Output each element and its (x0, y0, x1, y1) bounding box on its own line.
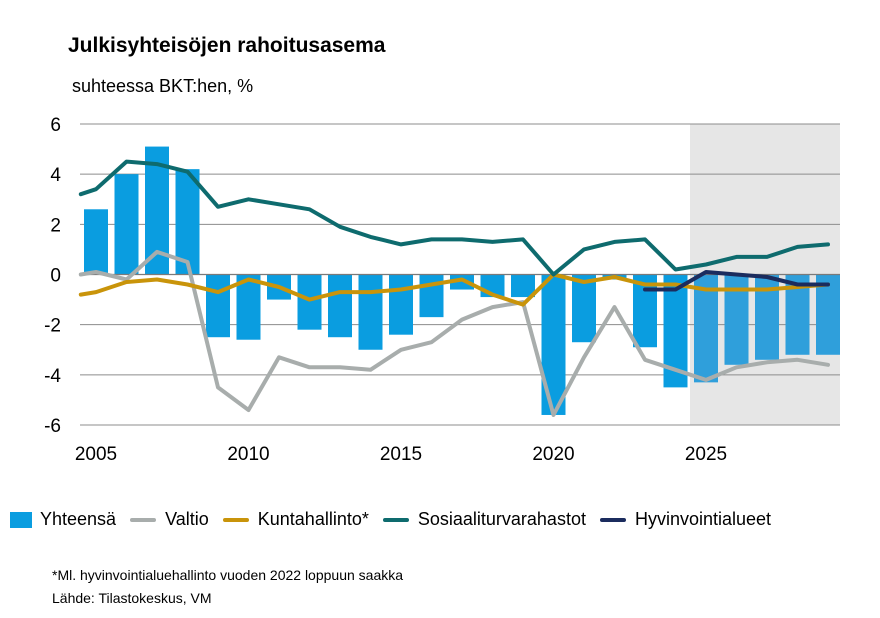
bar-2008 (175, 169, 200, 275)
legend-item-hyvinvointialueet: Hyvinvointialueet (599, 509, 772, 530)
bar-2017 (450, 274, 474, 290)
y-tick-label--4: -4 (44, 366, 61, 387)
legend-item-kuntahallinto: Kuntahallinto* (222, 509, 369, 530)
series-line-hyvinvointialueet (643, 270, 830, 292)
y-tick-label-4: 4 (50, 165, 61, 186)
bar-2016 (419, 274, 444, 318)
bar-2012 (297, 274, 322, 330)
series-line-kuntahallinto (78, 272, 830, 307)
x-tick-label-2025: 2025 (685, 444, 727, 465)
legend-label-hyvinvointialueet: Hyvinvointialueet (634, 509, 772, 529)
bar-2005 (84, 209, 108, 275)
y-tick-label--6: -6 (44, 416, 61, 437)
legend-swatch-kuntahallinto (222, 517, 249, 522)
x-tick-label-2010: 2010 (227, 444, 269, 465)
y-tick-label-0: 0 (50, 266, 61, 287)
bar-2015 (389, 274, 413, 335)
chart-subtitle: suhteessa BKT:hen, % (72, 76, 254, 96)
bar-2029 (816, 274, 840, 355)
bar-2009 (206, 274, 230, 338)
legend-swatch-sosiaaliturvarahastot (382, 517, 409, 522)
bar-2025 (694, 274, 718, 383)
legend-item-yhteensa: Yhteensä (10, 509, 116, 530)
chart-title: Julkisyhteisöjen rahoitusasema (68, 34, 386, 57)
bar-2023 (633, 274, 657, 348)
bar-2013 (328, 274, 352, 338)
legend-label-yhteensa: Yhteensä (40, 509, 117, 529)
bar-2014 (358, 274, 383, 350)
legend-swatch-valtio (130, 517, 157, 522)
legend-label-kuntahallinto: Kuntahallinto* (257, 509, 369, 529)
series-line-valtio (78, 249, 830, 417)
legend-item-sosiaaliturvarahastot: Sosiaaliturvarahastot (382, 509, 586, 530)
bar-2020 (541, 274, 566, 415)
series-line-sosiaaliturvarahastot (78, 159, 830, 277)
legend: Yhteensä Valtio Kuntahallinto* Sosiaalit… (10, 509, 785, 530)
bar-2019 (511, 274, 535, 298)
bar-2006 (114, 174, 139, 275)
legend-label-valtio: Valtio (165, 509, 209, 529)
y-tick-label--2: -2 (44, 316, 61, 337)
x-tick-label-2015: 2015 (380, 444, 422, 465)
legend-label-sosiaaliturvarahastot: Sosiaaliturvarahastot (417, 509, 586, 529)
bar-2021 (572, 274, 596, 343)
legend-swatch-yhteensa (10, 511, 32, 528)
x-tick-label-2020: 2020 (532, 444, 574, 465)
legend-item-valtio: Valtio (130, 509, 209, 530)
x-tick-label-2005: 2005 (75, 444, 117, 465)
footnote: *Ml. hyvinvointialuehallinto vuoden 2022… (52, 567, 404, 583)
legend-swatch-hyvinvointialueet (599, 517, 626, 522)
y-tick-label-6: 6 (50, 115, 61, 136)
bar-2010 (236, 274, 261, 340)
source-note: Lähde: Tilastokeskus, VM (52, 590, 212, 606)
y-tick-label-2: 2 (50, 215, 61, 236)
